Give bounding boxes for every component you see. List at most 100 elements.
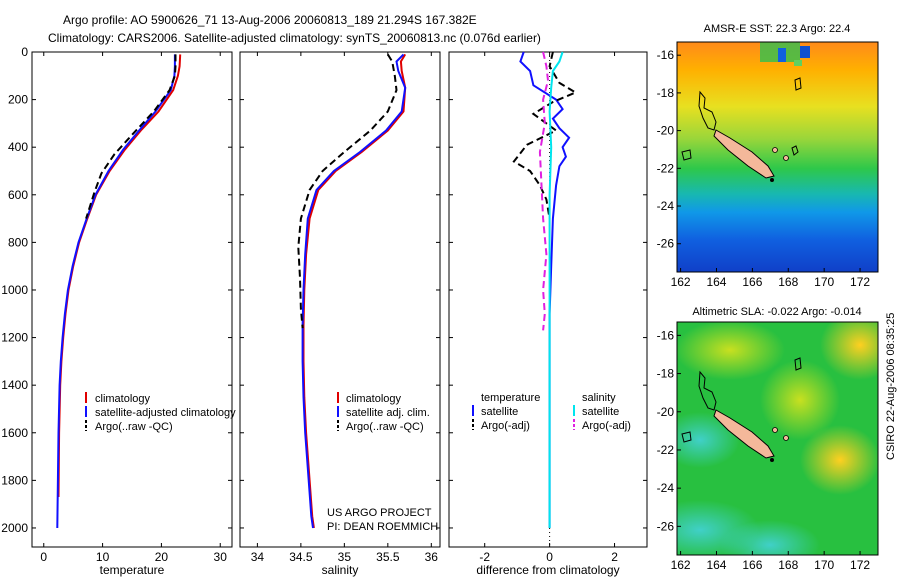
map-x-tick-label: 164 <box>706 558 726 572</box>
sla-island-outline <box>794 357 802 371</box>
map-y-tick-label: -18 <box>657 86 675 100</box>
salinity-xlabel: salinity <box>322 563 359 577</box>
figure-title: Argo profile: AO 5900626_71 13-Aug-2006 … <box>63 13 477 27</box>
legend-label-diff-temp-argo: Argo(-adj) <box>481 420 530 432</box>
map-x-tick-label: 172 <box>850 275 870 289</box>
sla-map-image <box>677 322 878 555</box>
series-line <box>56 54 176 529</box>
axes-layer: 0 10 20 30020040060080010001200140016001800… <box>1 45 647 564</box>
sla-argo-marker <box>770 458 774 462</box>
map-x-tick-label: 162 <box>671 558 691 572</box>
y-tick-label: 800 <box>8 235 28 249</box>
sla-map-frame <box>676 321 879 556</box>
map-y-tick-label: -22 <box>657 161 675 175</box>
legend-heading-salinity: salinity <box>582 392 616 404</box>
sst-argo-marker <box>770 178 774 182</box>
sst-map-ticks: 162 164 166 168 170 172 -16 -18 -20 -22 -24 -26 <box>657 48 871 289</box>
x-tick-label: 36 <box>425 550 439 564</box>
project-credit-line2: PI: DEAN ROEMMICH <box>327 521 438 533</box>
series-line <box>85 54 177 219</box>
sst-map-title: AMSR-E SST: 22.3 Argo: 22.4 <box>704 23 851 35</box>
map-x-tick-label: 162 <box>671 275 691 289</box>
map-y-tick-label: -16 <box>657 328 675 342</box>
x-tick-label: -2 <box>479 550 490 564</box>
y-tick-label: 0 <box>21 45 28 59</box>
map-x-tick-label: 168 <box>778 275 798 289</box>
legend-label-sal-argo: Argo(..raw -QC) <box>346 421 424 433</box>
map-y-tick-label: -24 <box>657 199 675 213</box>
sst-loyalty-island-2 <box>783 155 789 161</box>
sst-loyalty-island <box>772 147 778 153</box>
series-line <box>548 51 564 528</box>
legend-label-sal-climatology: climatology <box>346 393 402 405</box>
y-tick-label: 600 <box>8 188 28 202</box>
sst-patch-cold <box>778 48 786 62</box>
sla-loyalty-island <box>772 427 778 433</box>
sst-map-image <box>677 42 878 272</box>
legend-label-diff-temp-satellite: satellite <box>481 406 518 418</box>
map-x-tick-label: 164 <box>706 275 726 289</box>
sla-map-coast <box>681 357 802 443</box>
difference-xlabel: difference from climatology <box>476 563 619 577</box>
sla-blob-lime-2 <box>760 360 840 440</box>
temperature-legend: climatology satellite-adjusted climatolo… <box>85 392 236 433</box>
sst-island-outline <box>791 145 799 156</box>
series-line <box>301 53 407 529</box>
temperature-panel-frame <box>31 51 233 548</box>
x-tick-label: 2 <box>611 550 618 564</box>
sla-blob-yellow <box>820 322 878 380</box>
map-x-tick-label: 166 <box>742 275 762 289</box>
x-tick-label: 35.5 <box>376 550 400 564</box>
y-tick-label: 1600 <box>1 426 28 440</box>
map-x-tick-label: 166 <box>742 558 762 572</box>
y-tick-label: 1000 <box>1 283 28 297</box>
map-y-tick-label: -20 <box>657 405 675 419</box>
salinity-legend: climatology satellite adj. clim. Argo(..… <box>337 392 430 433</box>
x-tick-label: 34.5 <box>289 550 313 564</box>
series-line <box>297 53 398 329</box>
sla-new-caledonia <box>713 409 775 459</box>
map-y-tick-label: -20 <box>657 124 675 138</box>
y-tick-label: 1400 <box>1 378 28 392</box>
legend-label-argo: Argo(..raw -QC) <box>95 421 173 433</box>
legend-label-diff-sal-argo: Argo(-adj) <box>582 420 631 432</box>
legend-label-diff-sal-satellite: satellite <box>582 406 619 418</box>
sla-loyalty-island-2 <box>783 435 789 441</box>
csiro-timestamp: CSIRO 22-Aug-2006 08:35:25 <box>885 313 897 460</box>
sla-map-ticks: 162 164 166 168 170 172 -16 -18 -20 -22 -24 -26 <box>657 328 871 572</box>
x-tick-label: 20 <box>155 550 169 564</box>
difference-legend: temperature satellite Argo(-adj) salinit… <box>472 392 631 432</box>
x-tick-label: 30 <box>214 550 228 564</box>
sst-map-coast <box>681 77 802 161</box>
map-y-tick-label: -18 <box>657 367 675 381</box>
figure-subtitle: Climatology: CARS2006. Satellite-adjuste… <box>48 31 541 45</box>
map-x-tick-label: 170 <box>814 558 834 572</box>
sst-map-frame <box>676 41 879 273</box>
x-tick-label: 10 <box>96 550 110 564</box>
sst-reef-outline-2 <box>681 149 692 161</box>
map-x-tick-label: 168 <box>778 558 798 572</box>
x-tick-label: 0 <box>546 550 553 564</box>
y-tick-label: 200 <box>8 93 28 107</box>
legend-label-climatology: climatology <box>95 393 151 405</box>
map-y-tick-label: -26 <box>657 519 675 533</box>
sst-patch-cold-2 <box>800 46 810 58</box>
sst-patch-green <box>794 60 802 66</box>
series-layer <box>56 51 578 529</box>
y-tick-label: 2000 <box>1 521 28 535</box>
map-y-tick-label: -24 <box>657 481 675 495</box>
x-tick-label: 34 <box>251 550 265 564</box>
legend-label-sal-satellite: satellite adj. clim. <box>346 407 430 419</box>
map-y-tick-label: -16 <box>657 48 675 62</box>
map-x-tick-label: 170 <box>814 275 834 289</box>
y-tick-label: 1800 <box>1 473 28 487</box>
map-y-tick-label: -22 <box>657 443 675 457</box>
sla-reef-outline-2 <box>681 431 692 443</box>
sst-field <box>677 42 878 272</box>
series-line <box>512 51 578 219</box>
map-x-tick-label: 172 <box>850 558 870 572</box>
series-line <box>538 51 550 331</box>
map-y-tick-label: -26 <box>657 237 675 251</box>
sla-map-title: Altimetric SLA: -0.022 Argo: -0.014 <box>692 306 861 318</box>
